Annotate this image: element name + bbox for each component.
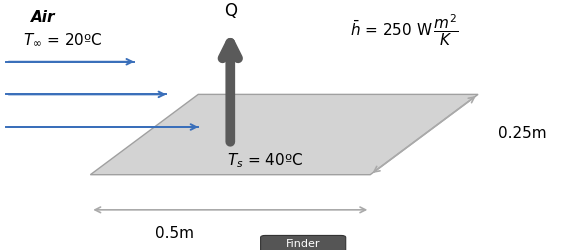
Text: Q: Q <box>224 2 237 20</box>
Text: Finder: Finder <box>286 238 321 248</box>
Polygon shape <box>90 95 478 175</box>
Text: Air: Air <box>31 10 56 25</box>
Text: $\bar{h}$ = 250 W$\,\dfrac{m^2}{K}$: $\bar{h}$ = 250 W$\,\dfrac{m^2}{K}$ <box>350 12 458 48</box>
FancyBboxPatch shape <box>261 236 346 250</box>
Text: 0.5m: 0.5m <box>156 225 194 240</box>
Text: 0.25m: 0.25m <box>498 125 547 140</box>
Text: $T_\infty$ = 20ºC: $T_\infty$ = 20ºC <box>23 32 103 48</box>
Text: $T_s$ = 40ºC: $T_s$ = 40ºC <box>227 151 304 169</box>
